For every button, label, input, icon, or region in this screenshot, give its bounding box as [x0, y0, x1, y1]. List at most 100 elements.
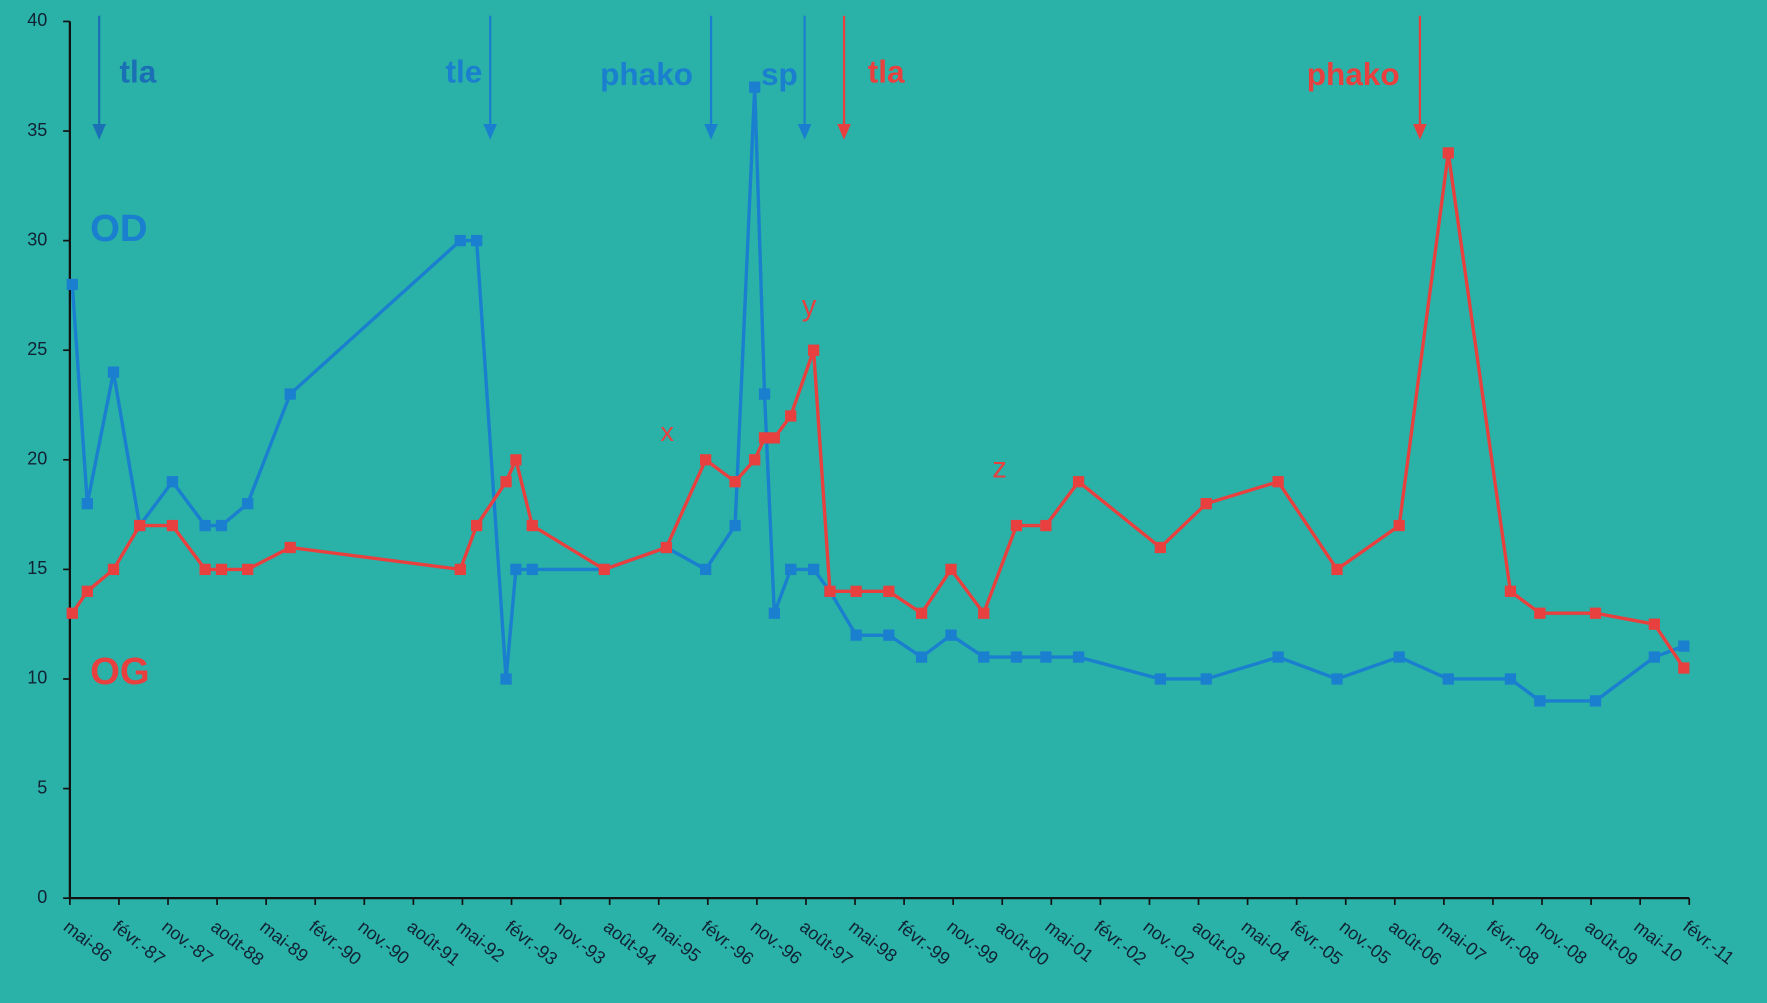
marker	[598, 563, 610, 576]
marker	[454, 234, 466, 247]
marker	[215, 563, 228, 576]
y-tick-label: 10	[27, 668, 47, 688]
marker	[1331, 563, 1343, 576]
x-tick-label: mai-95	[649, 916, 705, 966]
marker	[242, 498, 254, 510]
marker	[1442, 673, 1454, 685]
x-tick-label: mai-04	[1238, 916, 1294, 966]
marker	[883, 585, 895, 597]
x-tick-label: août-00	[992, 916, 1052, 969]
marker	[758, 432, 771, 444]
x-tick-label: févr.-87	[109, 916, 169, 969]
marker	[915, 607, 928, 619]
y-tick-label: 5	[37, 777, 47, 797]
annotation: tle	[445, 54, 482, 90]
annotation: sp	[761, 56, 798, 92]
marker	[850, 585, 862, 597]
annotation: tla	[119, 54, 156, 90]
x-tick-label: févr.-02	[1090, 916, 1150, 969]
x-tick-label: févr.-05	[1287, 916, 1347, 969]
x-tick-label: mai-98	[845, 916, 901, 966]
marker	[107, 366, 120, 378]
series-line	[70, 152, 1686, 669]
marker	[500, 673, 512, 685]
x-tick-label: nov.-08	[1532, 916, 1591, 968]
x-tick-label: févr.-11	[1679, 916, 1738, 968]
x-tick-label: mai-10	[1630, 916, 1686, 966]
annotation: x	[660, 417, 674, 447]
annotation-arrowhead	[704, 123, 718, 140]
marker	[199, 563, 211, 576]
marker	[1678, 640, 1690, 652]
annotation: OD	[90, 207, 147, 250]
y-tick-label: 30	[27, 229, 47, 249]
marker	[1072, 651, 1085, 663]
x-tick-label: août-88	[207, 916, 267, 969]
annotation: phako	[600, 56, 693, 92]
marker	[758, 388, 771, 400]
annotation-arrowhead	[92, 123, 106, 140]
marker	[500, 476, 512, 488]
marker	[1504, 673, 1517, 685]
marker	[978, 651, 990, 663]
annotation-arrowhead	[483, 123, 497, 140]
series-line	[70, 87, 1685, 703]
marker	[1200, 498, 1212, 510]
marker	[1648, 651, 1661, 663]
x-tick-label: nov.-93	[551, 916, 610, 968]
marker	[1072, 476, 1085, 488]
marker	[1272, 651, 1284, 663]
marker	[1010, 519, 1023, 532]
marker	[166, 476, 179, 488]
y-tick-label: 40	[27, 10, 47, 30]
marker	[749, 81, 761, 93]
y-tick-label: 35	[27, 120, 47, 140]
marker	[1331, 673, 1343, 685]
marker	[81, 498, 93, 510]
x-tick-label: août-09	[1581, 916, 1641, 969]
marker	[81, 585, 93, 597]
marker	[1589, 695, 1602, 707]
marker	[107, 563, 120, 576]
marker	[1010, 651, 1023, 663]
marker	[1393, 519, 1405, 532]
x-tick-label: août-97	[796, 916, 856, 969]
marker	[471, 234, 483, 247]
marker	[284, 388, 296, 400]
marker	[1200, 673, 1212, 685]
x-tick-label: févr.-93	[502, 916, 562, 969]
marker	[768, 607, 780, 619]
y-tick-label: 20	[27, 449, 47, 469]
marker	[1589, 607, 1602, 619]
marker	[284, 541, 296, 554]
marker	[510, 454, 522, 466]
x-tick-label: août-06	[1385, 916, 1445, 969]
annotation: phako	[1307, 56, 1400, 92]
marker	[978, 607, 990, 619]
marker	[729, 476, 741, 488]
marker	[824, 585, 836, 597]
marker	[1534, 607, 1546, 619]
x-tick-label: févr.-08	[1483, 916, 1543, 969]
marker	[1534, 695, 1546, 707]
x-tick-label: févr.-99	[894, 916, 954, 969]
marker	[660, 541, 673, 554]
x-tick-label: nov.-99	[943, 916, 1002, 968]
marker	[1272, 476, 1284, 488]
marker	[945, 629, 957, 641]
marker	[1393, 651, 1405, 663]
annotation: y	[802, 289, 817, 322]
marker	[915, 651, 928, 663]
marker	[785, 410, 797, 422]
marker	[242, 563, 254, 576]
marker	[66, 278, 78, 291]
marker	[215, 519, 228, 532]
marker	[807, 344, 820, 356]
marker	[134, 519, 146, 532]
marker	[1154, 541, 1167, 554]
x-tick-label: nov.-02	[1140, 916, 1199, 968]
x-tick-label: mai-92	[453, 916, 509, 966]
marker	[883, 629, 895, 641]
x-tick-label: mai-89	[256, 916, 312, 966]
